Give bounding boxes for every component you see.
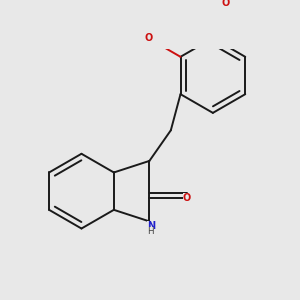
Text: O: O — [221, 0, 230, 8]
Text: H: H — [147, 227, 154, 236]
Text: O: O — [183, 193, 191, 203]
Text: N: N — [147, 221, 155, 231]
Text: O: O — [144, 33, 152, 43]
